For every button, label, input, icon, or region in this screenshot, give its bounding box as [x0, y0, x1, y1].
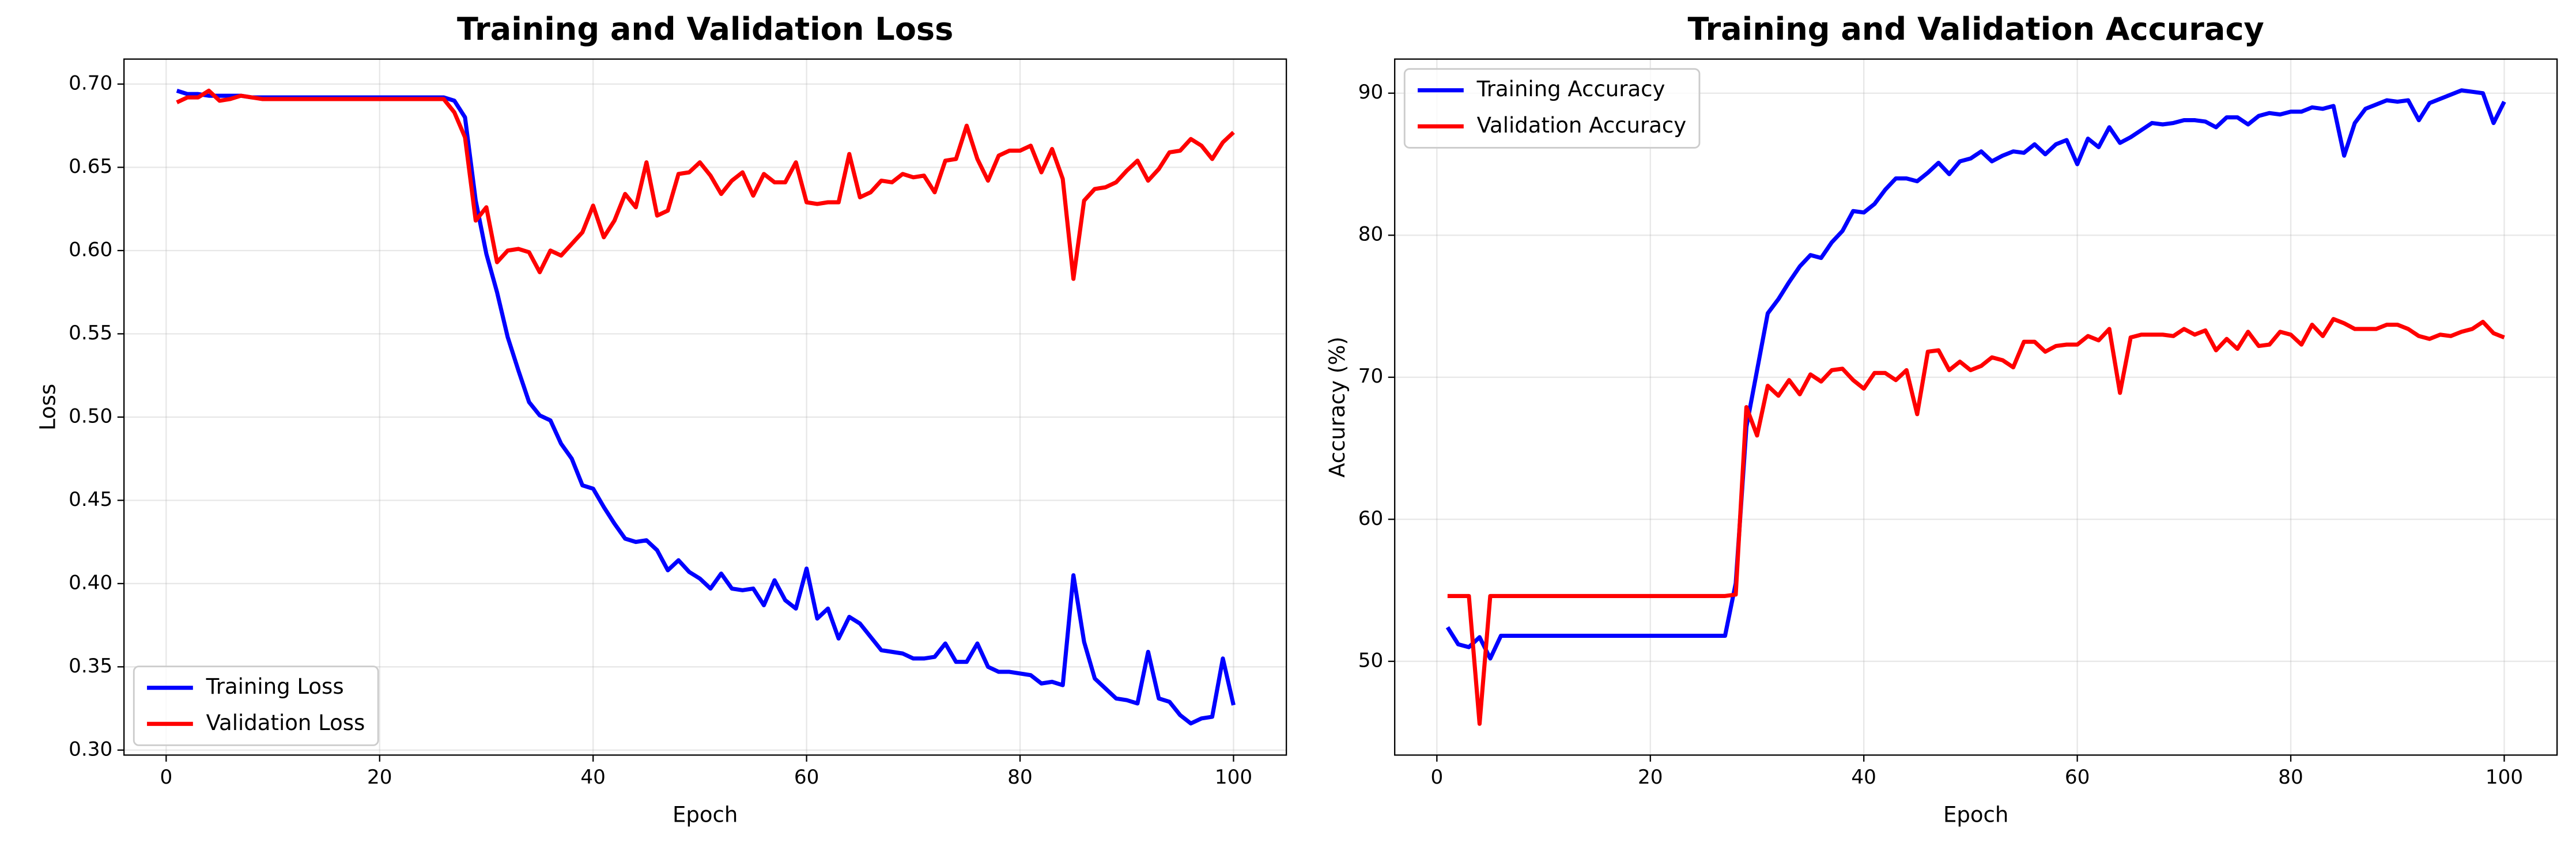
y-tick-label: 0.30 [69, 738, 112, 761]
plot-frame [1394, 58, 2558, 756]
y-tick-label: 50 [1358, 649, 1383, 672]
y-axis-label: Accuracy (%) [1325, 336, 1350, 478]
y-axis-label: Loss [35, 384, 60, 430]
plot-area [1395, 59, 2558, 755]
legend-box [133, 666, 379, 746]
x-tick-label: 100 [2486, 766, 2523, 789]
x-tick-label: 0 [1430, 766, 1443, 789]
legend-label: Training Accuracy [1476, 77, 1665, 101]
y-tick-label: 80 [1358, 223, 1383, 246]
chart: 0 20 40 60 80 100 50 60 70 80 90 Training and Valid… [1325, 11, 2558, 827]
legend: Training Accuracy Validation Accuracy [1403, 68, 1701, 149]
y-tick-label: 60 [1358, 507, 1383, 530]
x-tick-label: 60 [794, 766, 819, 789]
legend-label: Validation Accuracy [1477, 113, 1687, 138]
chart-title: Training and Validation Accuracy [1688, 11, 2264, 47]
x-tick-label: 20 [367, 766, 392, 789]
plot-frame [123, 58, 1287, 756]
y-tick-label: 0.70 [69, 71, 112, 94]
y-tick-label: 0.40 [69, 571, 112, 594]
y-tick-label: 70 [1358, 365, 1383, 388]
x-tick-label: 100 [1215, 766, 1252, 789]
legend-label: Training Loss [206, 674, 344, 699]
x-tick-label: 40 [580, 766, 605, 789]
x-tick-label: 40 [1851, 766, 1876, 789]
x-tick-label: 60 [2065, 766, 2090, 789]
y-tick-label: 0.50 [69, 404, 112, 428]
chart-title: Training and Validation Loss [457, 11, 953, 47]
chart: 0 20 40 60 80 100 0.30 0.35 0.40 0.45 0.50 0.55 0.60… [35, 11, 1287, 827]
x-tick-label: 80 [1007, 766, 1032, 789]
legend: Training Loss Validation Loss [133, 666, 379, 746]
legend-box [1403, 68, 1701, 149]
data-line [176, 88, 1235, 281]
x-tick-label: 80 [2278, 766, 2303, 789]
data-line [1445, 88, 2506, 661]
x-axis-label: Epoch [1943, 802, 2008, 827]
y-tick-label: 0.35 [69, 655, 112, 678]
y-tick-label: 0.55 [69, 322, 112, 345]
x-tick-label: 20 [1638, 766, 1663, 789]
plot-area [124, 59, 1287, 755]
y-tick-label: 0.45 [69, 488, 112, 511]
x-tick-label: 0 [160, 766, 172, 789]
y-tick-label: 0.60 [69, 238, 112, 261]
data-line [1447, 317, 2505, 726]
y-tick-label: 90 [1358, 81, 1383, 104]
legend-label: Validation Loss [206, 710, 365, 735]
x-axis-label: Epoch [673, 802, 738, 827]
y-tick-label: 0.65 [69, 155, 112, 178]
